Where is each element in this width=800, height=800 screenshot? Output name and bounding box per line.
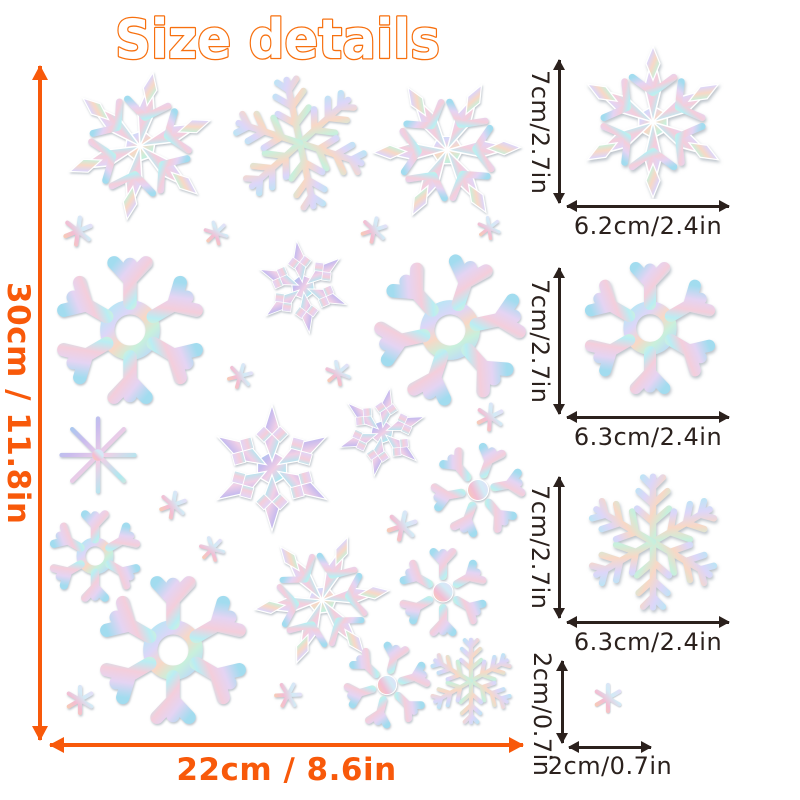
size-item-1-height-arrow: [558, 60, 561, 203]
snowflake-asterisk: [388, 510, 417, 542]
size-item-4-snowflake: [582, 672, 634, 724]
size-item-2-snowflake: [575, 253, 725, 403]
snowflake-paw: [341, 639, 433, 732]
snowflake-crystal: [234, 512, 411, 688]
snowflake-crystal: [53, 66, 226, 232]
snowflake-asterisk: [324, 358, 352, 388]
snowflake-ring: [591, 268, 709, 388]
snowflake-asterisk: [65, 216, 92, 246]
snowflake-ring: [107, 583, 239, 717]
size-item-3-width-arrow: [567, 621, 729, 624]
snowflake-asterisk: [476, 401, 504, 433]
page-title-text: Size details: [115, 10, 440, 71]
snowflake-paw: [425, 436, 531, 543]
snowflake-asterisk: [69, 687, 91, 713]
snowflake-crystal: [577, 47, 728, 198]
size-item-1-snowflake: [576, 45, 730, 199]
size-item-4-width-label: 2cm/0.7in: [547, 752, 673, 780]
size-item-2-height-label: 7cm/2.7in: [526, 278, 554, 404]
snowflake-star8: [62, 419, 135, 492]
size-item-2-height-arrow: [558, 268, 561, 414]
snowflake-sticker-sheet: [46, 66, 538, 748]
snowflake-diamond: [251, 235, 356, 340]
size-item-4-height-arrow: [561, 661, 564, 743]
size-item-1-height-label: 7cm/2.7in: [526, 69, 554, 195]
size-item-4-width-arrow: [569, 746, 651, 749]
sheet-height-arrow: [38, 66, 42, 740]
size-item-3-width-label: 6.3cm/2.4in: [573, 628, 723, 656]
size-item-4-height-label: 2cm/0.7in: [528, 652, 556, 777]
snowflake-fern: [224, 67, 376, 220]
size-item-2-width-arrow: [567, 416, 729, 419]
size-item-1-width-arrow: [567, 205, 729, 208]
snowflake-diamond: [331, 380, 434, 483]
snowflake-fern: [430, 640, 512, 723]
size-item-1-width-label: 6.2cm/2.4in: [573, 212, 723, 240]
snowflake-diamond: [210, 405, 335, 531]
snowflake-fern: [588, 477, 717, 608]
snowflake-asterisk: [359, 214, 389, 246]
snowflake-asterisk: [597, 685, 619, 711]
size-item-2-width-label: 6.3cm/2.4in: [573, 423, 723, 451]
snowflake-asterisk: [158, 488, 188, 522]
snowflake-asterisk: [476, 214, 502, 242]
sheet-width-arrow: [50, 743, 523, 747]
page-title: Size details: [114, 10, 442, 72]
sheet-width-label: 22cm / 8.6in: [176, 752, 397, 788]
size-item-3-height-arrow: [558, 477, 561, 618]
sheet-height-label: 30cm / 11.8in: [0, 281, 36, 525]
size-item-3-height-label: 7cm/2.7in: [526, 484, 554, 610]
snowflake-asterisk: [202, 218, 230, 248]
snowflake-ring: [54, 514, 136, 597]
snowflake-paw: [404, 552, 483, 632]
snowflake-ring: [64, 263, 196, 397]
snowflake-asterisk: [271, 677, 305, 713]
snowflake-ring: [366, 246, 533, 415]
size-item-3-snowflake: [577, 466, 729, 618]
snowflake-asterisk: [197, 533, 227, 565]
snowflake-asterisk: [225, 360, 255, 392]
sheet-snowflakes-group: [53, 66, 538, 731]
